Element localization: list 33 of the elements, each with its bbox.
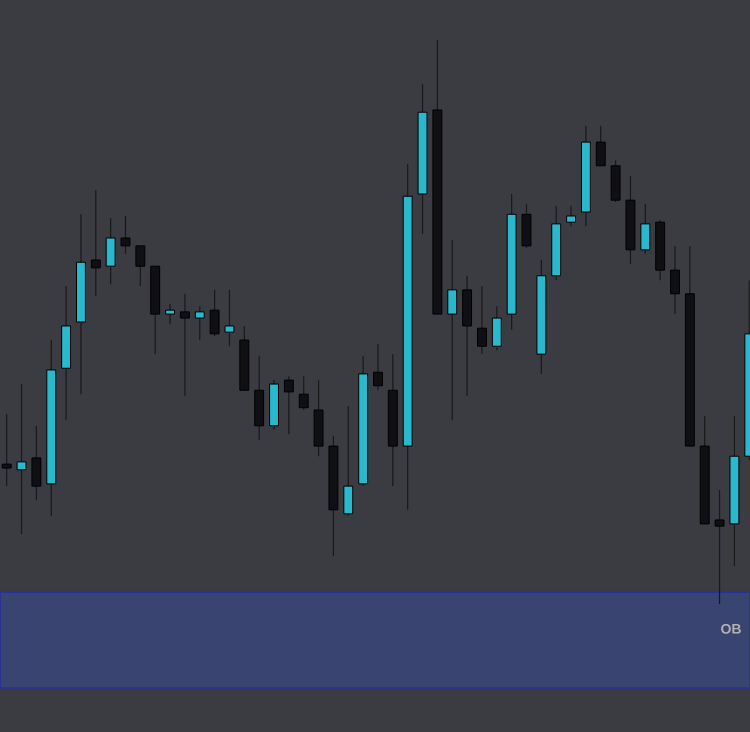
candlestick <box>521 203 532 249</box>
candlestick <box>373 343 383 391</box>
candlestick <box>224 289 235 347</box>
candlestick <box>283 375 294 435</box>
candlestick <box>150 265 161 355</box>
candlestick <box>462 275 473 397</box>
candlestick <box>595 125 606 167</box>
candlestick <box>209 289 220 337</box>
candlestick <box>491 305 502 351</box>
candlestick <box>165 303 176 325</box>
candlestick <box>476 285 487 355</box>
candlestick <box>90 189 101 297</box>
candlestick <box>298 375 309 411</box>
candlestick <box>447 239 458 421</box>
candlestick <box>105 217 116 285</box>
candlestick <box>1 413 12 487</box>
candlestick <box>120 215 131 255</box>
candlestick <box>313 379 324 457</box>
candlestick <box>194 305 205 341</box>
candlestick <box>640 203 651 255</box>
candlestick <box>135 245 146 287</box>
candlestick <box>566 205 577 227</box>
candlestick <box>16 383 27 535</box>
candlestick <box>655 219 666 281</box>
candlestick <box>670 245 680 315</box>
candlestick <box>269 379 279 431</box>
candlestick <box>610 159 621 203</box>
candlestick <box>31 425 42 501</box>
candlestick <box>343 405 354 517</box>
candlestick <box>254 355 265 441</box>
candlestick <box>61 285 72 421</box>
candlestick <box>179 293 190 397</box>
candlestick <box>714 489 725 605</box>
